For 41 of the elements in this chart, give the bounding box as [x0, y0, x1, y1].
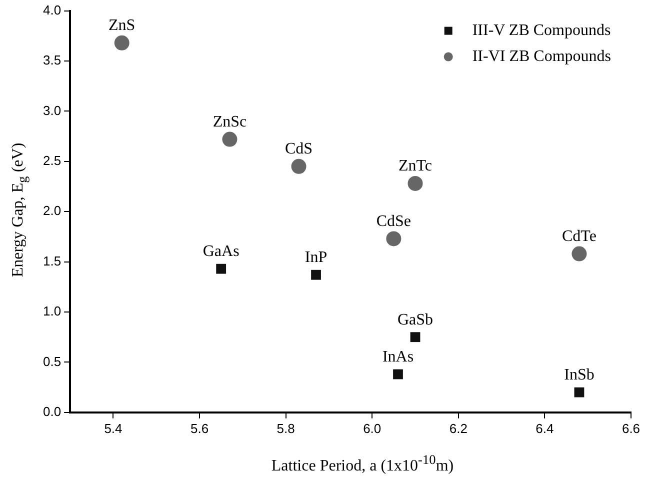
- point: [311, 270, 321, 280]
- point: [291, 158, 306, 174]
- y-tick-label: 1.0: [42, 304, 62, 319]
- annotation: ZnTc: [398, 158, 432, 175]
- x-tick-label: 6.2: [449, 420, 468, 436]
- x-tick-label: 6.4: [536, 420, 554, 436]
- x-tick-label: 6.0: [363, 420, 382, 436]
- annotation: CdTe: [562, 228, 596, 245]
- x-tick-label: 5.4: [104, 420, 122, 436]
- y-tick-label: 0.5: [42, 354, 62, 369]
- y-tick-label: 2.0: [42, 203, 62, 218]
- point: [408, 176, 423, 191]
- x-tick-label: 5.8: [276, 420, 295, 436]
- point: [572, 246, 587, 262]
- y-tick-label: 1.5: [42, 253, 62, 268]
- y-tick-label: 0.0: [42, 404, 62, 419]
- y-tick-label: 3.0: [42, 102, 62, 118]
- legend-label: II-VI ZB Compounds: [472, 48, 611, 66]
- point: [222, 132, 238, 147]
- annotation: CdSe: [376, 212, 412, 230]
- y-tick-label: 2.5: [42, 152, 62, 168]
- annotation: InP: [304, 249, 328, 266]
- point: [386, 231, 402, 246]
- y-tick-label: 3.5: [42, 52, 62, 68]
- x-tick-label: 6.6: [622, 420, 640, 436]
- annotation: GaSb: [397, 311, 434, 328]
- y-tick-label: 4.0: [42, 2, 62, 18]
- point: [393, 369, 403, 380]
- x-axis-title: Lattice Period, a (1x10$^{-10}$m): [270, 452, 455, 476]
- annotation: ZnS: [108, 17, 136, 34]
- annotation: GaAs: [202, 243, 240, 260]
- annotation: InSb: [564, 366, 594, 384]
- annotation: InAs: [382, 348, 414, 366]
- point: [216, 264, 226, 274]
- point: [114, 35, 130, 50]
- annotation: ZnSc: [212, 114, 247, 131]
- x-tick-label: 5.6: [190, 420, 209, 436]
- point: [574, 387, 584, 398]
- annotation: CdS: [284, 140, 313, 158]
- legend-label: III-V ZB Compounds: [472, 22, 611, 40]
- point: [410, 332, 420, 342]
